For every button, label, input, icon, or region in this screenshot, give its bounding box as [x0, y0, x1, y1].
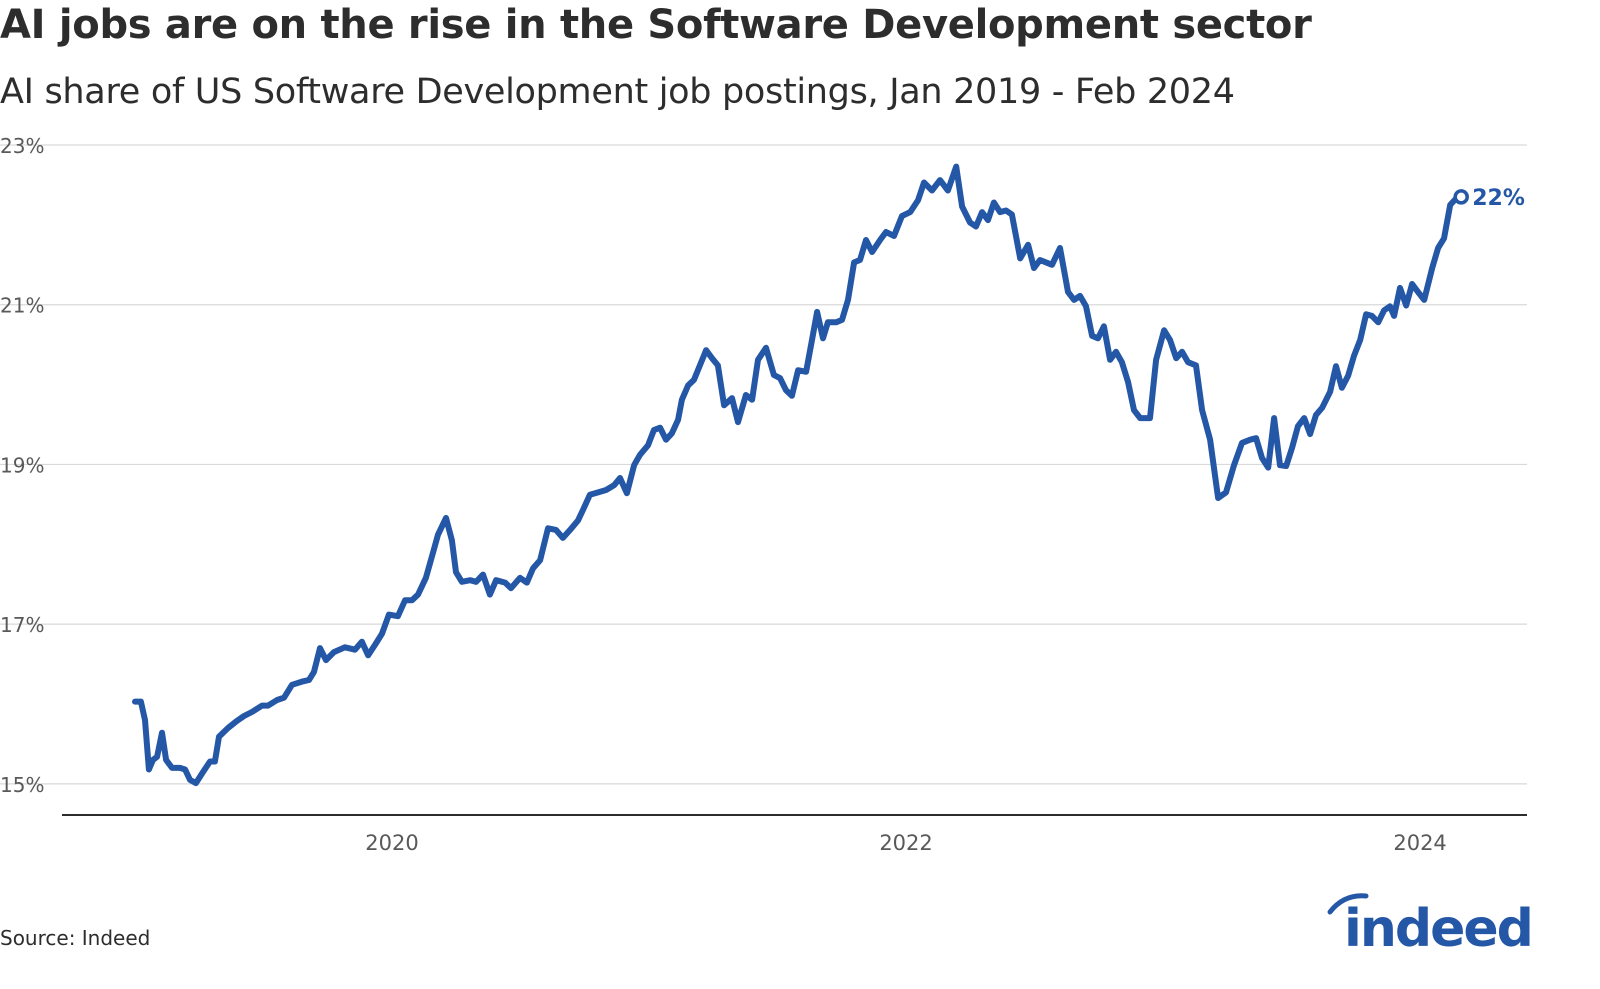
y-tick-label: 17%: [0, 613, 44, 637]
x-tick-label: 2020: [365, 831, 418, 855]
svg-text:indeed: indeed: [1344, 899, 1532, 952]
y-tick-label: 15%: [0, 773, 44, 797]
y-tick-label: 19%: [0, 453, 44, 477]
x-tick-label: 2024: [1393, 831, 1446, 855]
series-line: [132, 163, 1465, 787]
y-tick-label: 21%: [0, 294, 44, 318]
source-note: Source: Indeed: [0, 926, 151, 950]
y-axis-ticks: 15% 17% 19% 21% 23%: [0, 134, 44, 797]
x-axis-ticks: 2020 2022 2024: [365, 831, 1447, 855]
gridlines: [0, 144, 1527, 785]
end-point-marker: [1453, 189, 1469, 205]
chart-title: AI jobs are on the rise in the Software …: [0, 2, 1312, 48]
end-value-label: 22%: [1472, 186, 1525, 211]
indeed-logo: indeed: [1327, 893, 1534, 952]
y-tick-label: 23%: [0, 134, 44, 158]
x-tick-label: 2022: [879, 831, 932, 855]
chart-subtitle: AI share of US Software Development job …: [0, 72, 1235, 112]
